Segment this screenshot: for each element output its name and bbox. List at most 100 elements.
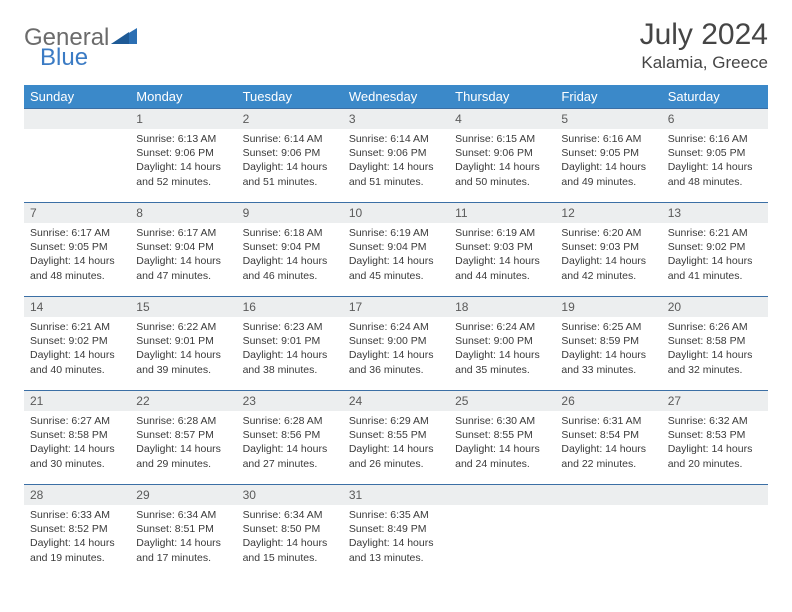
day-cell: Sunrise: 6:34 AMSunset: 8:50 PMDaylight:… [237,505,343,578]
sunrise-text: Sunrise: 6:22 AM [136,320,230,334]
daynum-row: 123456 [24,109,768,130]
daylight-line2: and 38 minutes. [243,363,337,377]
daylight-line2: and 19 minutes. [30,551,124,565]
sunrise-text: Sunrise: 6:23 AM [243,320,337,334]
header: General Blue July 2024 Kalamia, Greece [24,18,768,73]
sunset-text: Sunset: 9:03 PM [561,240,655,254]
day-cell: Sunrise: 6:15 AMSunset: 9:06 PMDaylight:… [449,129,555,203]
daylight-line2: and 44 minutes. [455,269,549,283]
day-cell: Sunrise: 6:28 AMSunset: 8:57 PMDaylight:… [130,411,236,485]
day-number: 10 [343,203,449,224]
sunrise-text: Sunrise: 6:27 AM [30,414,124,428]
brand-triangle-icon [111,26,137,51]
day-number: 12 [555,203,661,224]
sunrise-text: Sunrise: 6:21 AM [30,320,124,334]
daylight-line2: and 29 minutes. [136,457,230,471]
day-cell: Sunrise: 6:24 AMSunset: 9:00 PMDaylight:… [449,317,555,391]
daylight-line2: and 39 minutes. [136,363,230,377]
daylight-line1: Daylight: 14 hours [30,442,124,456]
day-cell [662,505,768,578]
daylight-line1: Daylight: 14 hours [561,160,655,174]
daylight-line1: Daylight: 14 hours [561,348,655,362]
sunset-text: Sunset: 8:50 PM [243,522,337,536]
location: Kalamia, Greece [640,53,768,73]
daylight-line1: Daylight: 14 hours [561,442,655,456]
sunset-text: Sunset: 8:51 PM [136,522,230,536]
day-cell: Sunrise: 6:31 AMSunset: 8:54 PMDaylight:… [555,411,661,485]
day-cell: Sunrise: 6:25 AMSunset: 8:59 PMDaylight:… [555,317,661,391]
day-number: 29 [130,485,236,506]
day-cell: Sunrise: 6:24 AMSunset: 9:00 PMDaylight:… [343,317,449,391]
day-number: 4 [449,109,555,130]
sunset-text: Sunset: 8:52 PM [30,522,124,536]
sunset-text: Sunset: 9:04 PM [243,240,337,254]
daylight-line1: Daylight: 14 hours [30,254,124,268]
day-number: 9 [237,203,343,224]
sunrise-text: Sunrise: 6:16 AM [561,132,655,146]
day-cell: Sunrise: 6:19 AMSunset: 9:04 PMDaylight:… [343,223,449,297]
daylight-line1: Daylight: 14 hours [455,348,549,362]
sunset-text: Sunset: 8:49 PM [349,522,443,536]
dayname-mon: Monday [130,85,236,109]
sunrise-text: Sunrise: 6:24 AM [455,320,549,334]
sunset-text: Sunset: 9:05 PM [668,146,762,160]
daylight-line1: Daylight: 14 hours [349,348,443,362]
day-cell: Sunrise: 6:13 AMSunset: 9:06 PMDaylight:… [130,129,236,203]
day-cell: Sunrise: 6:16 AMSunset: 9:05 PMDaylight:… [662,129,768,203]
dayname-sun: Sunday [24,85,130,109]
daylight-line2: and 51 minutes. [243,175,337,189]
sunset-text: Sunset: 8:58 PM [668,334,762,348]
daylight-line1: Daylight: 14 hours [243,254,337,268]
dayname-sat: Saturday [662,85,768,109]
daylight-line1: Daylight: 14 hours [243,536,337,550]
daylight-line2: and 46 minutes. [243,269,337,283]
day-number: 6 [662,109,768,130]
daynum-row: 21222324252627 [24,391,768,412]
day-number [555,485,661,506]
day-cell: Sunrise: 6:21 AMSunset: 9:02 PMDaylight:… [662,223,768,297]
day-content-row: Sunrise: 6:17 AMSunset: 9:05 PMDaylight:… [24,223,768,297]
sunrise-text: Sunrise: 6:35 AM [349,508,443,522]
day-cell: Sunrise: 6:19 AMSunset: 9:03 PMDaylight:… [449,223,555,297]
daylight-line1: Daylight: 14 hours [243,160,337,174]
sunrise-text: Sunrise: 6:28 AM [243,414,337,428]
daylight-line1: Daylight: 14 hours [243,442,337,456]
sunrise-text: Sunrise: 6:24 AM [349,320,443,334]
sunset-text: Sunset: 9:01 PM [136,334,230,348]
day-cell: Sunrise: 6:21 AMSunset: 9:02 PMDaylight:… [24,317,130,391]
sunset-text: Sunset: 8:58 PM [30,428,124,442]
day-cell [24,129,130,203]
dayname-thu: Thursday [449,85,555,109]
sunset-text: Sunset: 8:55 PM [349,428,443,442]
daylight-line2: and 47 minutes. [136,269,230,283]
sunset-text: Sunset: 9:05 PM [30,240,124,254]
daylight-line2: and 36 minutes. [349,363,443,377]
sunset-text: Sunset: 9:06 PM [349,146,443,160]
day-cell: Sunrise: 6:33 AMSunset: 8:52 PMDaylight:… [24,505,130,578]
daylight-line1: Daylight: 14 hours [136,254,230,268]
day-cell: Sunrise: 6:23 AMSunset: 9:01 PMDaylight:… [237,317,343,391]
sunset-text: Sunset: 8:59 PM [561,334,655,348]
daylight-line2: and 51 minutes. [349,175,443,189]
day-number: 26 [555,391,661,412]
daynum-row: 78910111213 [24,203,768,224]
day-cell: Sunrise: 6:32 AMSunset: 8:53 PMDaylight:… [662,411,768,485]
day-number [662,485,768,506]
day-number: 20 [662,297,768,318]
daylight-line2: and 13 minutes. [349,551,443,565]
sunset-text: Sunset: 9:00 PM [455,334,549,348]
sunset-text: Sunset: 8:57 PM [136,428,230,442]
sunrise-text: Sunrise: 6:34 AM [243,508,337,522]
daylight-line1: Daylight: 14 hours [136,160,230,174]
sunrise-text: Sunrise: 6:33 AM [30,508,124,522]
month-title: July 2024 [640,18,768,51]
daylight-line1: Daylight: 14 hours [349,536,443,550]
title-block: July 2024 Kalamia, Greece [640,18,768,73]
dayname-row: Sunday Monday Tuesday Wednesday Thursday… [24,85,768,109]
daylight-line1: Daylight: 14 hours [455,254,549,268]
day-content-row: Sunrise: 6:27 AMSunset: 8:58 PMDaylight:… [24,411,768,485]
day-number: 30 [237,485,343,506]
day-number: 15 [130,297,236,318]
sunset-text: Sunset: 9:03 PM [455,240,549,254]
daylight-line1: Daylight: 14 hours [349,442,443,456]
